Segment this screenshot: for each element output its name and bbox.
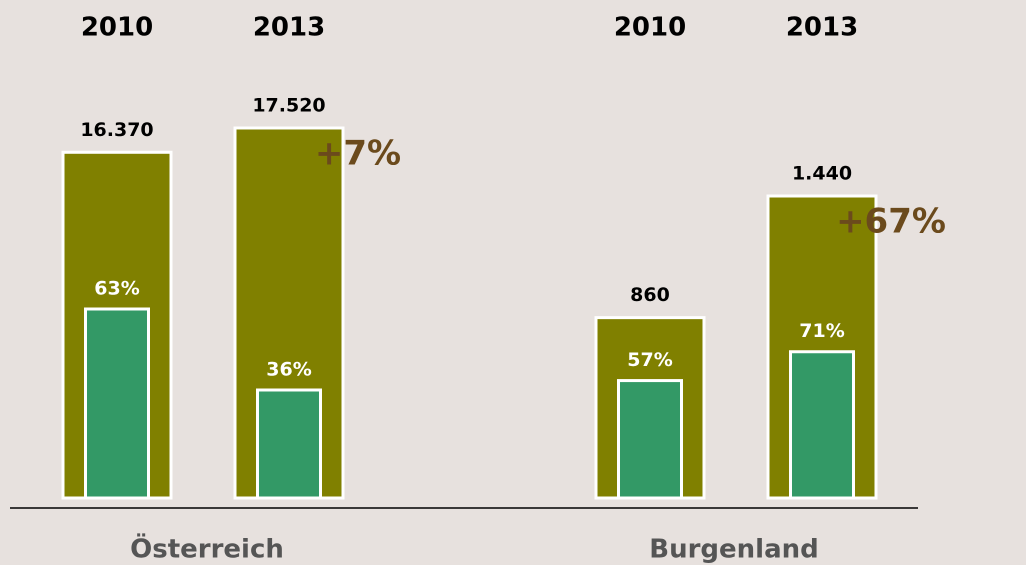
total-label: 16.370 <box>80 119 153 141</box>
year-label: 2013 <box>253 13 325 43</box>
share-bar <box>84 307 150 500</box>
share-label: 57% <box>627 349 672 371</box>
change-label: +67% <box>836 202 946 242</box>
total-label: 1.440 <box>792 163 852 185</box>
share-bar <box>256 388 322 500</box>
share-label: 63% <box>94 278 139 300</box>
year-label: 2010 <box>81 13 153 43</box>
share-label: 71% <box>799 320 844 342</box>
change-label: +7% <box>315 134 401 174</box>
year-label: 2010 <box>614 13 686 43</box>
share-label: 36% <box>266 359 311 381</box>
year-label: 2013 <box>786 13 858 43</box>
share-bar <box>789 350 855 500</box>
group-label: Burgenland <box>649 535 818 565</box>
total-label: 17.520 <box>252 95 325 117</box>
total-label: 860 <box>630 284 670 306</box>
group-label: Österreich <box>130 532 284 565</box>
share-bar <box>617 379 683 500</box>
